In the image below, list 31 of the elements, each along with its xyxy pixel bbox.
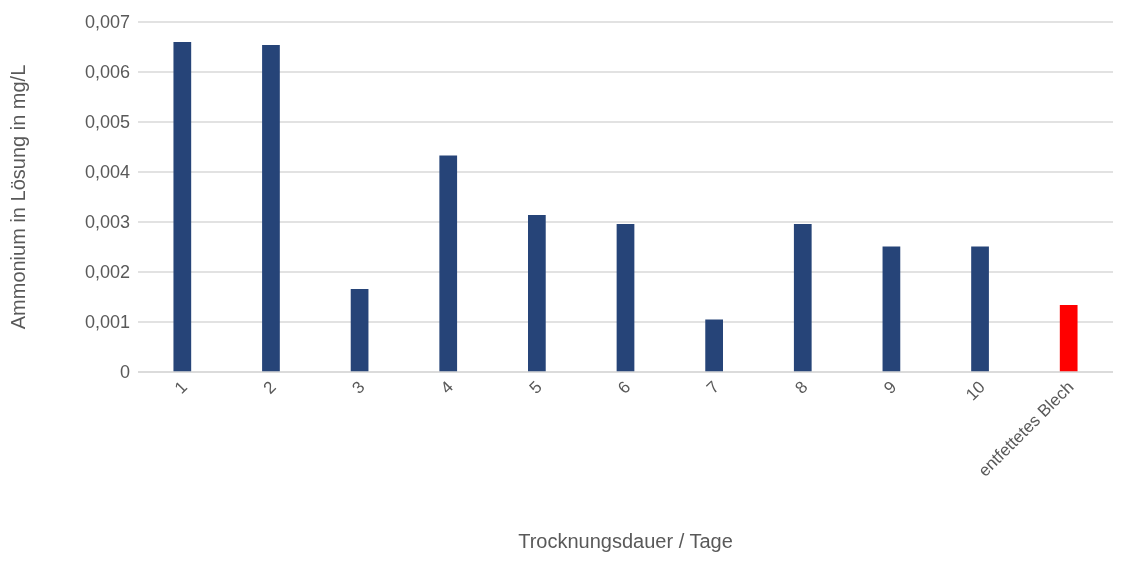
x-tick-label: 3 — [348, 377, 369, 398]
y-tick-label: 0,007 — [84, 12, 130, 33]
y-tick-label: 0,006 — [84, 62, 130, 83]
bar — [528, 215, 546, 372]
y-tick-label: 0,004 — [84, 162, 130, 183]
y-axis-title: Ammonium in Lösung in mg/L — [7, 64, 30, 330]
bar — [1059, 305, 1078, 372]
x-tick-label: 6 — [614, 377, 635, 398]
bar — [882, 246, 901, 372]
y-tick-label: 0,002 — [84, 262, 130, 283]
x-tick-label: 5 — [525, 377, 546, 398]
bar — [173, 42, 192, 372]
bar — [262, 45, 280, 372]
bar — [439, 155, 458, 372]
x-tick-label: 4 — [436, 377, 458, 398]
y-tick-label: 0,003 — [84, 212, 130, 233]
x-tick-label: 7 — [702, 377, 723, 398]
y-tick-label: 0 — [119, 362, 130, 383]
bar — [793, 224, 812, 372]
x-tick-label: 2 — [259, 377, 280, 398]
x-tick-label: 10 — [962, 377, 989, 405]
x-axis-title: Trocknungsdauer / Tage — [518, 530, 733, 552]
bar — [971, 246, 989, 372]
x-tick-label: 8 — [791, 377, 812, 398]
x-tick-label: 9 — [880, 377, 901, 398]
bar — [705, 319, 723, 372]
y-tick-label: 0,001 — [84, 312, 130, 333]
bar — [616, 224, 635, 372]
y-tick-label: 0,005 — [84, 112, 130, 133]
x-tick-label: 1 — [171, 377, 192, 398]
bar — [350, 289, 369, 372]
